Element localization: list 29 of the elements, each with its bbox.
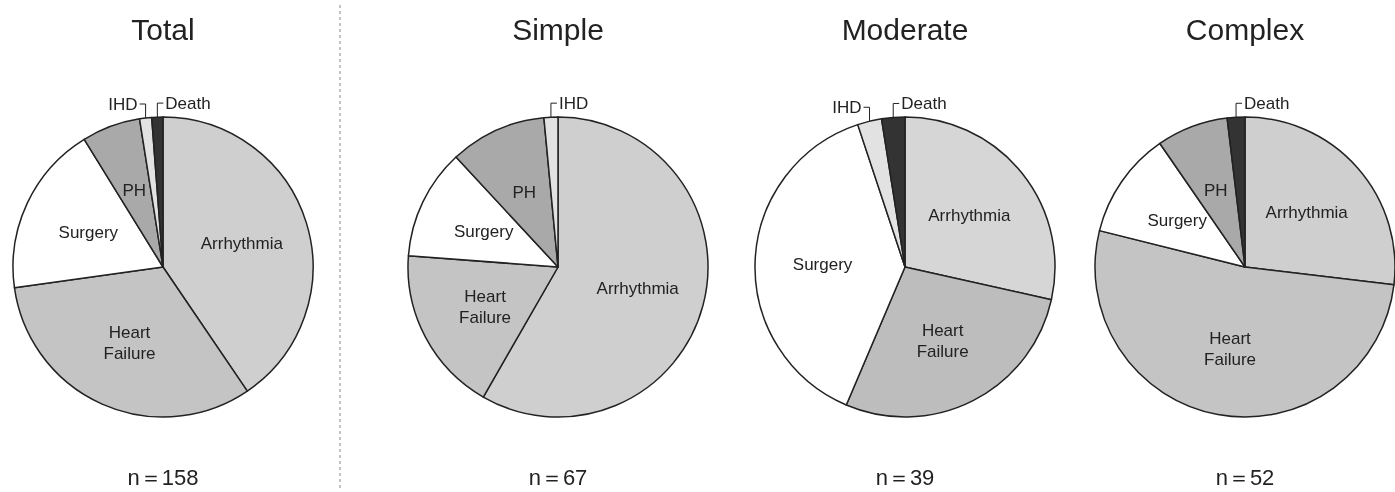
chart-title: Complex — [1185, 13, 1305, 46]
slice-label: IHD — [832, 98, 862, 118]
slice-label: Death — [901, 94, 947, 114]
slice-label: Surgery — [792, 254, 853, 274]
text: n＝67 — [528, 465, 588, 490]
slice-label: Arrhythmia — [1265, 203, 1349, 223]
chart-title: Total — [131, 13, 195, 46]
slice-label: IHD — [108, 95, 138, 115]
slice-label: PH — [122, 180, 147, 200]
slice-label: Death — [1244, 94, 1290, 114]
slice-label: Arrhythmia — [200, 233, 284, 253]
slice-label: Heart Failure — [103, 323, 156, 364]
text: n＝52 — [1215, 465, 1275, 490]
text: n＝39 — [875, 465, 935, 490]
text: n＝158 — [127, 465, 199, 490]
slice-label: PH — [512, 182, 537, 202]
slice-label: Heart Failure — [916, 321, 969, 362]
slice-label: IHD — [558, 94, 589, 114]
slice-label: Arrhythmia — [928, 206, 1012, 226]
slice-label: PH — [1204, 180, 1228, 200]
slice-label: Heart Failure — [1204, 329, 1257, 370]
chart-title: Moderate — [841, 13, 969, 46]
slice-label: Heart Failure — [459, 286, 512, 327]
slice-label: Arrhythmia — [596, 279, 680, 299]
chart-title: Simple — [512, 13, 604, 46]
slice-label: Surgery — [1147, 210, 1208, 230]
slice-label: Surgery — [58, 222, 119, 242]
slice-label: Surgery — [453, 222, 514, 242]
slice-label: Death — [165, 94, 211, 114]
